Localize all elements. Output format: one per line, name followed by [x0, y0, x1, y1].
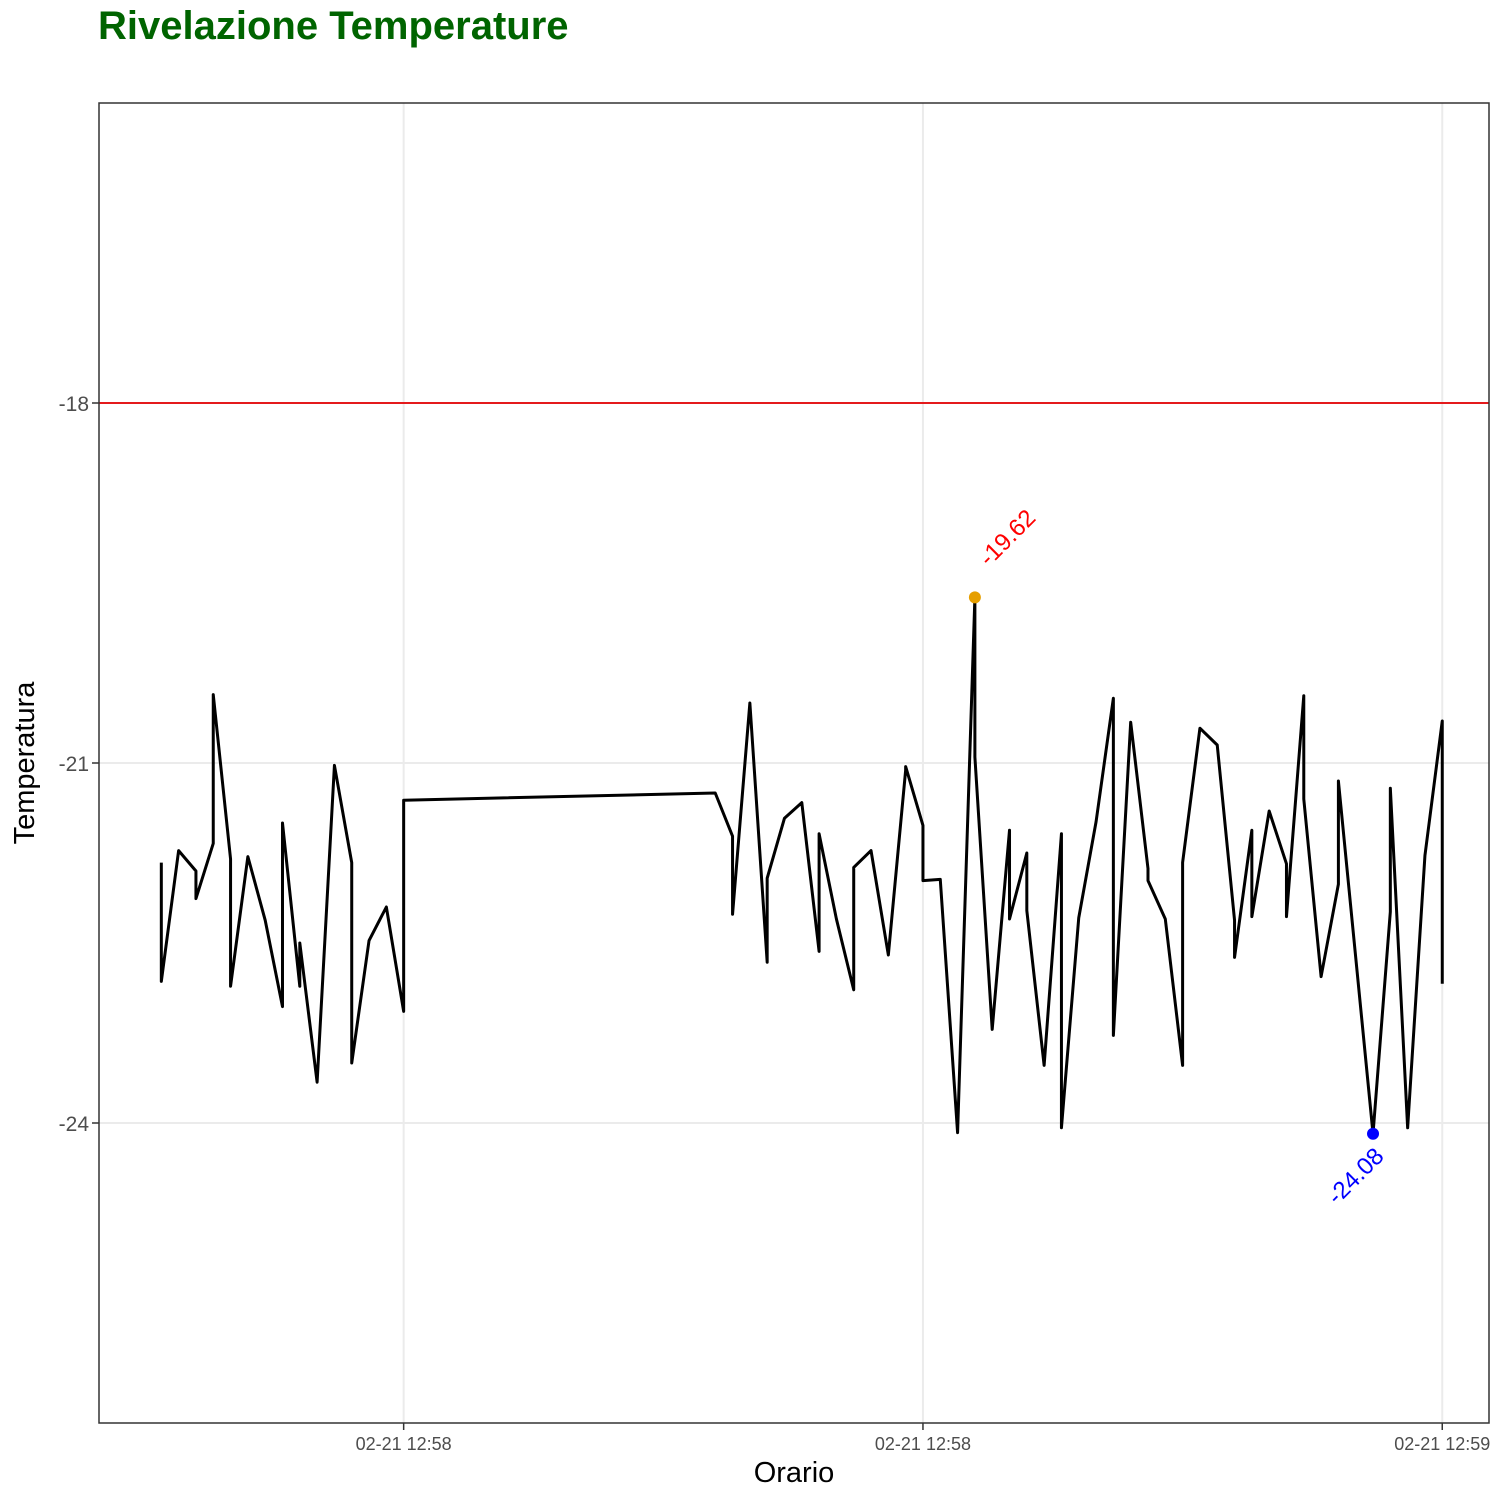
x-axis-ticks: 02-21 12:58 02-21 12:58 02-21 12:59 — [356, 1423, 1490, 1454]
x-tick-label: 02-21 12:58 — [356, 1434, 452, 1454]
y-tick-label: -18 — [59, 393, 89, 416]
x-tick-label: 02-21 12:59 — [1394, 1434, 1490, 1454]
y-axis-ticks: -18 -21 -24 — [59, 393, 99, 1136]
y-tick-label: -24 — [59, 1113, 90, 1136]
min-point — [1367, 1127, 1380, 1140]
series-line-temperatura — [159, 595, 1444, 1136]
max-point — [968, 591, 981, 604]
grid-lines — [99, 103, 1489, 1423]
max-point-label: -19.62 — [974, 504, 1041, 571]
series-group — [159, 595, 1444, 1136]
extreme-points: -19.62 -24.08 — [968, 504, 1389, 1210]
min-point-label: -24.08 — [1322, 1143, 1389, 1210]
x-tick-label: 02-21 12:58 — [875, 1434, 971, 1454]
chart-title: Rivelazione Temperature — [98, 4, 569, 48]
x-axis-title: Orario — [754, 1457, 835, 1489]
y-axis-title: Temperatura — [9, 681, 41, 845]
y-tick-label: -21 — [59, 753, 89, 776]
